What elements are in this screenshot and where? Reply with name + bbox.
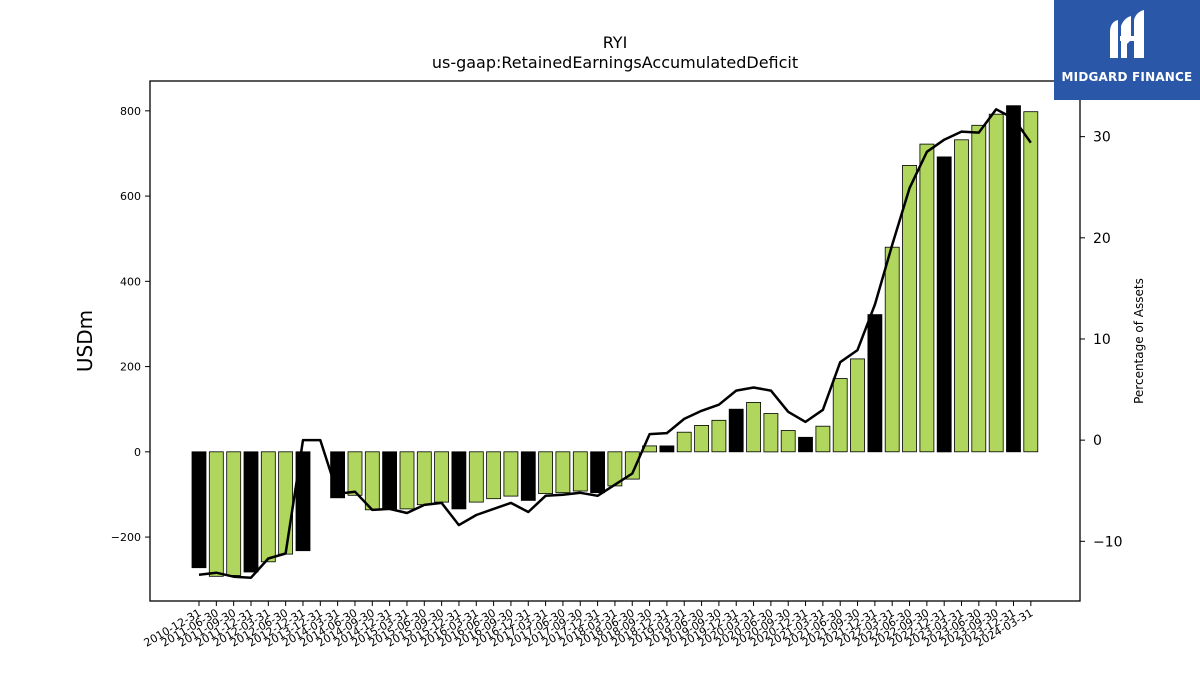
bar-2014-09-30 bbox=[364, 451, 380, 511]
y2-axis-label: Percentage of Assets bbox=[1132, 278, 1146, 404]
bar-2018-06-30 bbox=[624, 451, 640, 480]
bar-2015-03-31 bbox=[399, 451, 415, 510]
bar-2023-12-31 bbox=[1006, 105, 1021, 453]
axes-layer: −2000200400600800−1001020302010-12-31201… bbox=[111, 80, 1123, 650]
bar-2011-12-31 bbox=[243, 451, 259, 573]
bar-2019-12-31 bbox=[728, 408, 744, 453]
bar-2019-06-30 bbox=[694, 424, 709, 453]
bar-2015-12-31 bbox=[451, 451, 467, 510]
bar-2011-06-30 bbox=[208, 451, 224, 577]
y2-tick-label: 0 bbox=[1093, 433, 1102, 449]
bar-2012-03-31 bbox=[260, 451, 276, 563]
bar-2018-12-31 bbox=[659, 445, 675, 453]
bar-2014-06-30 bbox=[347, 451, 363, 496]
y2-tick-label: −10 bbox=[1093, 534, 1123, 550]
bar-2016-06-30 bbox=[486, 451, 502, 500]
bar-2010-12-31 bbox=[191, 451, 207, 569]
y-tick-label: 400 bbox=[120, 275, 141, 288]
bar-2022-09-30 bbox=[919, 143, 935, 453]
pct-assets-line bbox=[198, 108, 1032, 579]
bar-2020-12-31 bbox=[798, 436, 813, 453]
bar-2020-03-31 bbox=[746, 401, 761, 453]
bar-2023-03-31 bbox=[954, 139, 969, 453]
bar-2020-06-30 bbox=[763, 413, 779, 453]
bar-2023-06-30 bbox=[971, 124, 987, 453]
bar-2022-12-31 bbox=[936, 156, 952, 453]
chart-title: RYI bbox=[603, 33, 628, 52]
bar-2021-09-30 bbox=[850, 358, 865, 453]
bar-2021-12-31 bbox=[867, 314, 883, 453]
bar-2017-09-30 bbox=[572, 451, 588, 492]
bar-2016-03-31 bbox=[468, 451, 484, 503]
bar-2022-03-31 bbox=[884, 246, 900, 453]
bar-2017-06-30 bbox=[555, 451, 571, 494]
bar-2012-12-31 bbox=[295, 451, 311, 552]
bar-2017-03-31 bbox=[538, 451, 553, 494]
y2-tick-label: 20 bbox=[1093, 231, 1111, 247]
bar-2022-06-30 bbox=[902, 164, 917, 453]
y-tick-label: 200 bbox=[120, 361, 141, 374]
y-tick-label: 0 bbox=[134, 446, 141, 459]
y-tick-label: −200 bbox=[111, 531, 141, 544]
bar-2012-06-30 bbox=[278, 451, 294, 555]
bar-2015-09-30 bbox=[434, 451, 450, 503]
bar-2021-06-30 bbox=[832, 378, 848, 453]
bar-2020-09-30 bbox=[780, 430, 796, 453]
bar-2011-09-30 bbox=[226, 451, 242, 576]
bar-2016-09-30 bbox=[503, 451, 519, 497]
bar-2023-09-30 bbox=[988, 113, 1004, 453]
bar-2021-03-31 bbox=[815, 425, 831, 453]
brand-name: MIDGARD FINANCE bbox=[1061, 70, 1193, 84]
bar-2015-06-30 bbox=[416, 451, 432, 506]
bar-2024-03-31 bbox=[1023, 111, 1039, 453]
midgard-logo-icon bbox=[1110, 10, 1144, 58]
y-tick-label: 600 bbox=[120, 190, 141, 203]
y2-tick-label: 30 bbox=[1093, 130, 1111, 146]
line-layer bbox=[198, 108, 1032, 579]
bar-2016-12-31 bbox=[520, 451, 536, 501]
y-tick-label: 800 bbox=[120, 105, 141, 118]
y-axis-label: USDm bbox=[73, 310, 97, 372]
y2-tick-label: 10 bbox=[1093, 332, 1111, 348]
brand-logo: MIDGARD FINANCE bbox=[1054, 0, 1200, 100]
bars-layer bbox=[191, 105, 1039, 577]
chart-subtitle: us-gaap:RetainedEarningsAccumulatedDefic… bbox=[432, 53, 798, 72]
bar-2017-12-31 bbox=[590, 451, 605, 494]
bar-2019-09-30 bbox=[711, 419, 727, 453]
bar-2019-03-31 bbox=[676, 431, 692, 453]
bar-2014-12-31 bbox=[382, 451, 398, 510]
